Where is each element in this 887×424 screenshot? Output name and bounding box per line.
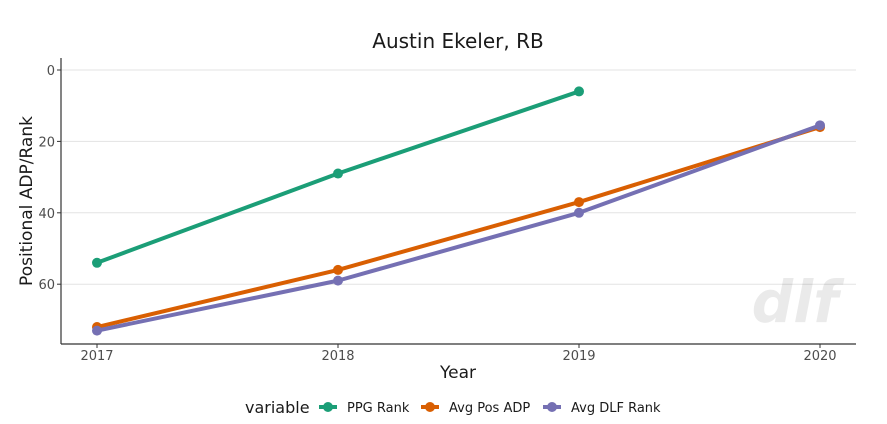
y-ticks: 0 20 40 60 <box>38 64 61 293</box>
data-point <box>574 197 584 208</box>
legend: variable PPG Rank Avg Pos ADP Avg DLF Rank <box>245 398 661 417</box>
series-avg-dlf-rank <box>92 120 825 336</box>
x-axis-title: Year <box>439 363 476 383</box>
x-tick-label: 2018 <box>321 349 354 364</box>
dlf-watermark-logo: dlf <box>752 268 845 336</box>
legend-item: PPG Rank <box>319 401 410 416</box>
legend-key-point <box>547 402 557 412</box>
y-tick-label: 60 <box>38 278 55 293</box>
grid-lines <box>61 69 856 285</box>
x-ticks: 2017 2018 2019 2020 <box>80 344 837 364</box>
data-point <box>333 275 343 286</box>
svg-text:dlf: dlf <box>752 268 845 336</box>
legend-item: Avg DLF Rank <box>543 401 661 416</box>
series-layer <box>92 86 825 336</box>
data-point <box>333 264 343 275</box>
data-point <box>333 168 343 179</box>
data-point <box>92 325 102 336</box>
legend-key-point <box>323 402 333 412</box>
data-point <box>815 120 825 131</box>
y-tick-label: 0 <box>47 64 55 79</box>
series-ppg-rank <box>92 86 584 268</box>
data-point <box>574 86 584 97</box>
legend-label: PPG Rank <box>347 401 410 416</box>
y-tick-label: 20 <box>38 135 55 150</box>
data-point <box>92 257 102 268</box>
x-tick-label: 2020 <box>803 349 836 364</box>
legend-title: variable <box>245 398 310 417</box>
legend-items: PPG Rank Avg Pos ADP Avg DLF Rank <box>319 401 661 416</box>
x-tick-label: 2019 <box>562 349 595 364</box>
y-axis-title: Positional ADP/Rank <box>17 116 37 286</box>
series-avg-pos-adp <box>92 122 825 333</box>
series-line <box>95 123 822 333</box>
legend-label: Avg Pos ADP <box>449 401 530 416</box>
series-line <box>95 125 822 330</box>
chart-title: Austin Ekeler, RB <box>372 29 543 53</box>
legend-item: Avg Pos ADP <box>421 401 530 416</box>
y-tick-label: 40 <box>38 207 55 222</box>
legend-label: Avg DLF Rank <box>571 401 661 416</box>
legend-key-point <box>425 402 435 412</box>
data-point <box>574 207 584 218</box>
x-tick-label: 2017 <box>80 349 113 364</box>
